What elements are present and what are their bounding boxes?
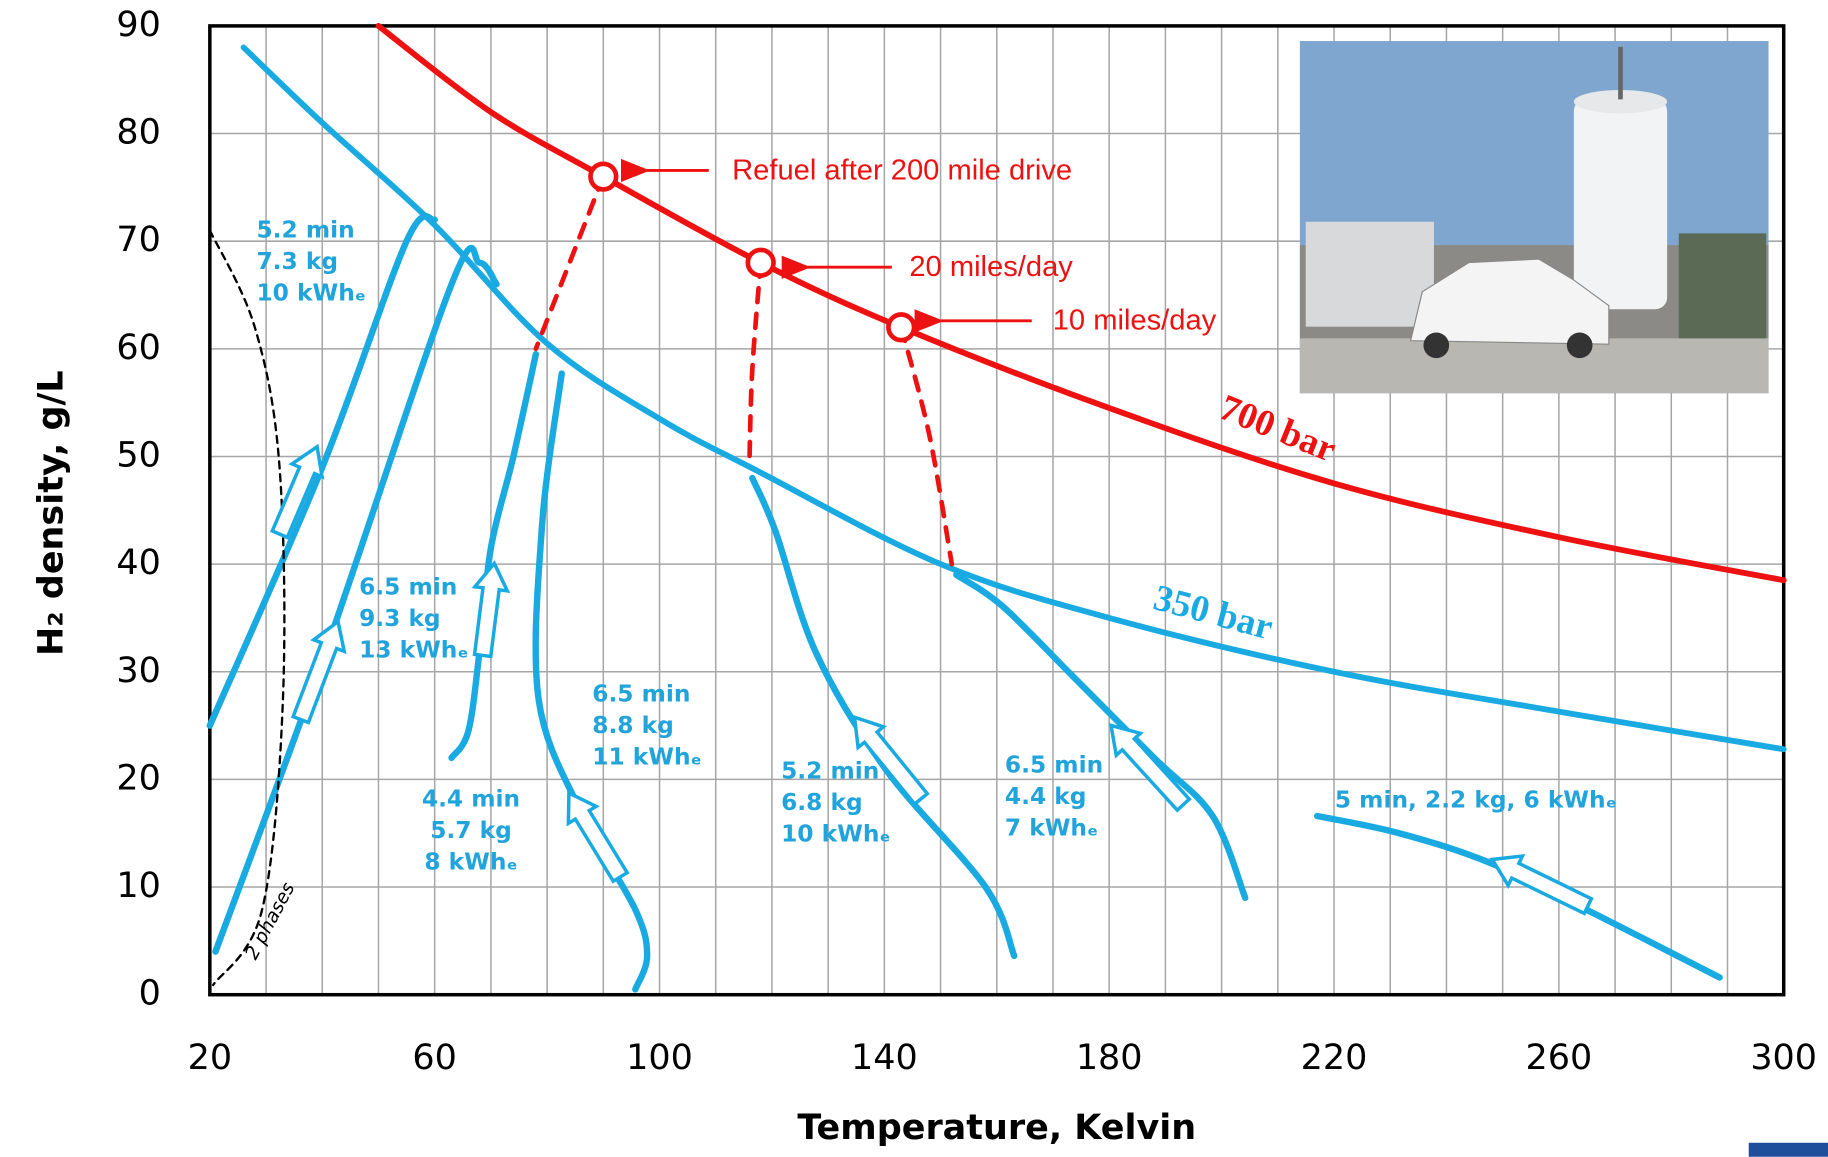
annotation: 7 kWhₑ (1005, 815, 1098, 842)
annotation: 4.4 kg (1005, 783, 1087, 810)
x-tick-label: 60 (412, 1038, 457, 1078)
callout-label: 20 miles/day (909, 251, 1073, 283)
y-axis-label: H₂ density, g/L (31, 370, 71, 656)
x-tick-label: 180 (1076, 1038, 1143, 1078)
line-series (448, 351, 540, 762)
annotation: 5.2 min (781, 758, 879, 785)
y-tick-label: 10 (116, 866, 161, 906)
annotation: 6.5 min (592, 681, 690, 708)
x-tick-label: 220 (1301, 1038, 1368, 1078)
refuel-marker (745, 247, 776, 278)
annotation: 5 min, 2.2 kg, 6 kWhₑ (1335, 787, 1617, 814)
line-series (898, 324, 955, 567)
annotation: 8.8 kg (592, 712, 674, 739)
x-tick-label: 20 (188, 1038, 232, 1078)
y-tick-label: 50 (116, 435, 161, 475)
line-series (953, 571, 1249, 902)
flow-arrow (290, 618, 347, 725)
hollow-arrows (269, 443, 1594, 916)
callout-label: Refuel after 200 mile drive (732, 154, 1072, 186)
y-tick-label: 90 (116, 5, 161, 45)
annotation: 5.7 kg (430, 817, 512, 844)
annotation: 11 kWhₑ (592, 744, 701, 771)
photo-inset (1299, 41, 1769, 394)
annotation: 9.3 kg (359, 605, 441, 632)
y-tick-label: 30 (116, 651, 161, 691)
logo (1748, 1142, 1828, 1157)
flow-arrow (1108, 722, 1192, 813)
y-tick-label: 80 (116, 113, 161, 153)
line-series (212, 244, 500, 955)
line-series (208, 229, 286, 987)
x-tick-label: 140 (851, 1038, 918, 1078)
annotation: 6.5 min (1005, 752, 1103, 779)
line-series (747, 260, 764, 464)
x-tick-label: 260 (1525, 1038, 1592, 1078)
line-series (375, 22, 1787, 584)
refuel-marker (588, 161, 619, 192)
y-tick-label: 60 (116, 328, 161, 368)
line-series (533, 174, 606, 352)
line-series (1313, 812, 1723, 981)
y-tick-label: 40 (116, 543, 161, 583)
refuel-marker (886, 312, 917, 343)
phase-label: 2 phases (242, 879, 300, 963)
series-group (206, 22, 1787, 993)
y-tick-label: 0 (139, 974, 161, 1014)
flow-arrow (1489, 853, 1594, 916)
x-tick-label: 100 (626, 1038, 693, 1078)
flow-arrow (852, 714, 930, 807)
x-axis-label: Temperature, Kelvin (797, 1108, 1196, 1148)
annotation: 10 kWhₑ (256, 280, 365, 307)
y-tick-label: 70 (116, 220, 161, 260)
callout-label: 10 miles/day (1053, 305, 1217, 337)
y-tick-label: 20 (116, 758, 161, 798)
annotation: 13 kWhₑ (359, 636, 468, 663)
annotation: 8 kWhₑ (424, 848, 517, 875)
flow-arrow (269, 443, 325, 540)
line-series (206, 213, 438, 729)
series-label: 350 bar (1149, 577, 1277, 648)
line-series (749, 474, 1018, 960)
annotation: 5.2 min (256, 217, 354, 244)
plot-frame (208, 24, 1786, 997)
flow-arrow (566, 790, 630, 884)
annotation: 7.3 kg (256, 248, 338, 275)
flow-arrow (471, 560, 511, 659)
annotation: 6.5 min (359, 573, 457, 600)
x-tick-label: 300 (1750, 1038, 1817, 1078)
annotation: 4.4 min (422, 786, 520, 813)
annotation: 6.8 kg (781, 789, 863, 816)
line-series (532, 370, 651, 993)
annotation: 10 kWhₑ (781, 820, 890, 847)
